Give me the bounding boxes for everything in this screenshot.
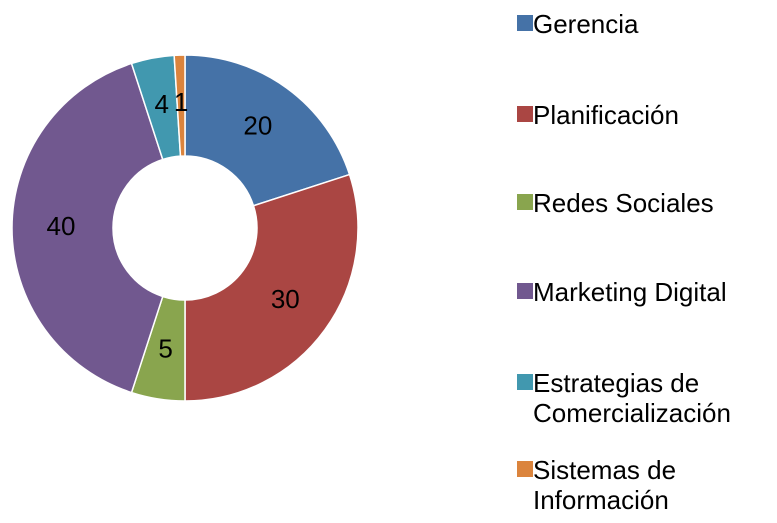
slice [11, 62, 164, 394]
legend-label: Gerencia [533, 9, 639, 39]
legend-swatch [517, 194, 533, 210]
slice [184, 54, 351, 207]
legend-label: Estrategias de Comercialización [533, 368, 731, 428]
data-label: 5 [158, 333, 172, 363]
data-label: 4 [155, 89, 169, 119]
legend-swatch [517, 374, 533, 390]
legend-label: Planificación [533, 100, 679, 130]
legend-label: Sistemas de Información [533, 455, 677, 515]
legend-swatch [517, 461, 533, 477]
slice [173, 54, 186, 157]
legend-swatch [517, 106, 533, 122]
data-label: 20 [243, 111, 272, 141]
legend-label: Redes Sociales [533, 188, 714, 218]
data-label: 40 [47, 211, 76, 241]
legend-label: Marketing Digital [533, 277, 727, 307]
data-label: 30 [271, 284, 300, 314]
slice [184, 173, 359, 402]
legend-swatch [517, 283, 533, 299]
data-label: 1 [174, 87, 188, 117]
legend-swatch [517, 15, 533, 31]
